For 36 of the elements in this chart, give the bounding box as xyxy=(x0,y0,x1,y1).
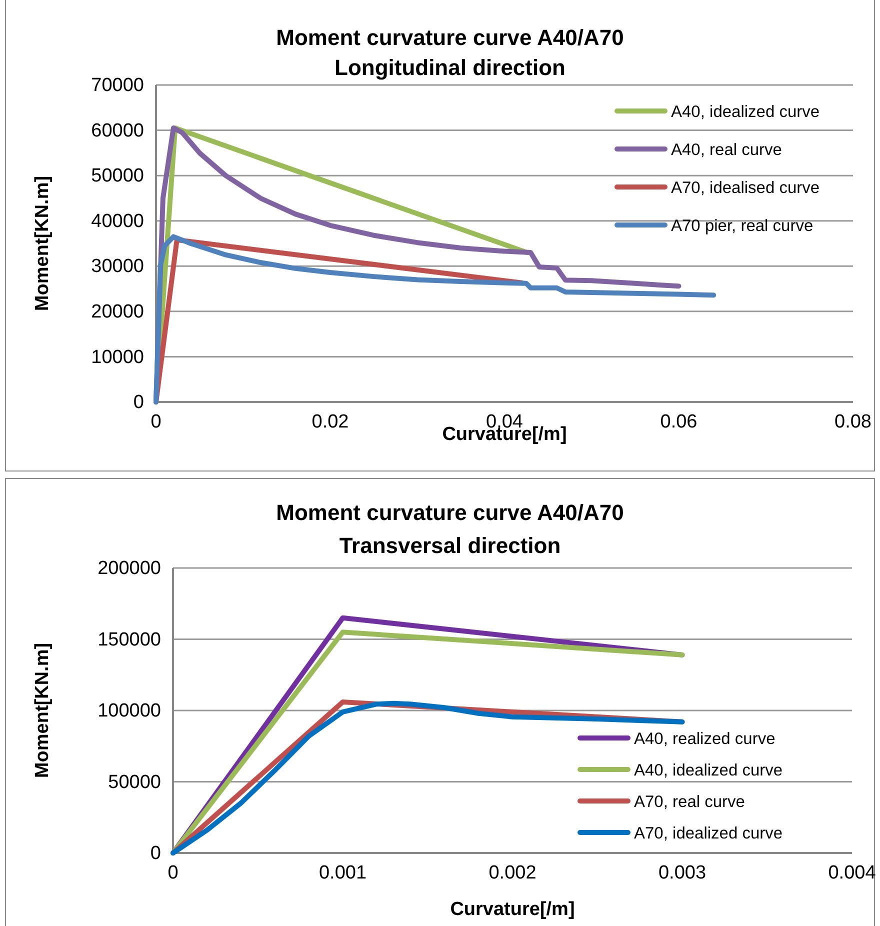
y-tick-label: 10000 xyxy=(91,346,144,368)
x-tick-label: 0.001 xyxy=(318,862,367,884)
y-tick-label: 60000 xyxy=(91,120,144,142)
y-axis-title: Moment[KN.m] xyxy=(32,176,53,312)
x-tick-label: 0.004 xyxy=(828,862,876,884)
x-tick-label: 0.003 xyxy=(658,862,706,884)
legend-label: A70, idealised curve xyxy=(671,179,820,197)
y-tick-label: 0 xyxy=(133,392,144,414)
chart-subtitle: Transversal direction xyxy=(339,533,561,558)
x-tick-label: 0.02 xyxy=(312,411,349,432)
legend-label: A70, idealized curve xyxy=(634,824,783,842)
chart-title: Moment curvature curve A40/A70 xyxy=(276,25,624,50)
y-tick-label: 50000 xyxy=(91,166,144,187)
y-tick-label: 150000 xyxy=(98,629,161,650)
y-tick-label: 50000 xyxy=(108,772,161,793)
x-tick-label: 0.06 xyxy=(660,411,698,432)
y-tick-label: 70000 xyxy=(91,75,144,96)
y-tick-label: 40000 xyxy=(91,210,144,232)
legend-label: A40, idealized curve xyxy=(634,762,783,780)
y-axis-title: Moment[KN.m] xyxy=(32,642,53,778)
y-tick-label: 30000 xyxy=(91,256,144,278)
y-tick-label: 0 xyxy=(150,843,161,864)
y-tick-label: 200000 xyxy=(98,558,161,580)
chart-title: Moment curvature curve A40/A70 xyxy=(276,500,624,525)
legend-label: A70, real curve xyxy=(634,793,745,811)
x-axis-title: Curvature[/m] xyxy=(450,899,575,920)
x-tick-label: 0.08 xyxy=(834,411,872,432)
x-tick-label: 0 xyxy=(168,862,178,884)
y-tick-label: 100000 xyxy=(98,700,161,722)
legend-label: A40, idealized curve xyxy=(671,103,820,121)
legend-label: A40, real curve xyxy=(671,141,782,159)
legend-label: A40, realized curve xyxy=(634,730,776,748)
y-tick-label: 20000 xyxy=(91,302,144,323)
x-tick-label: 0.002 xyxy=(488,862,536,884)
chart-subtitle: Longitudinal direction xyxy=(334,55,566,80)
legend-label: A70 pier, real curve xyxy=(671,217,814,235)
